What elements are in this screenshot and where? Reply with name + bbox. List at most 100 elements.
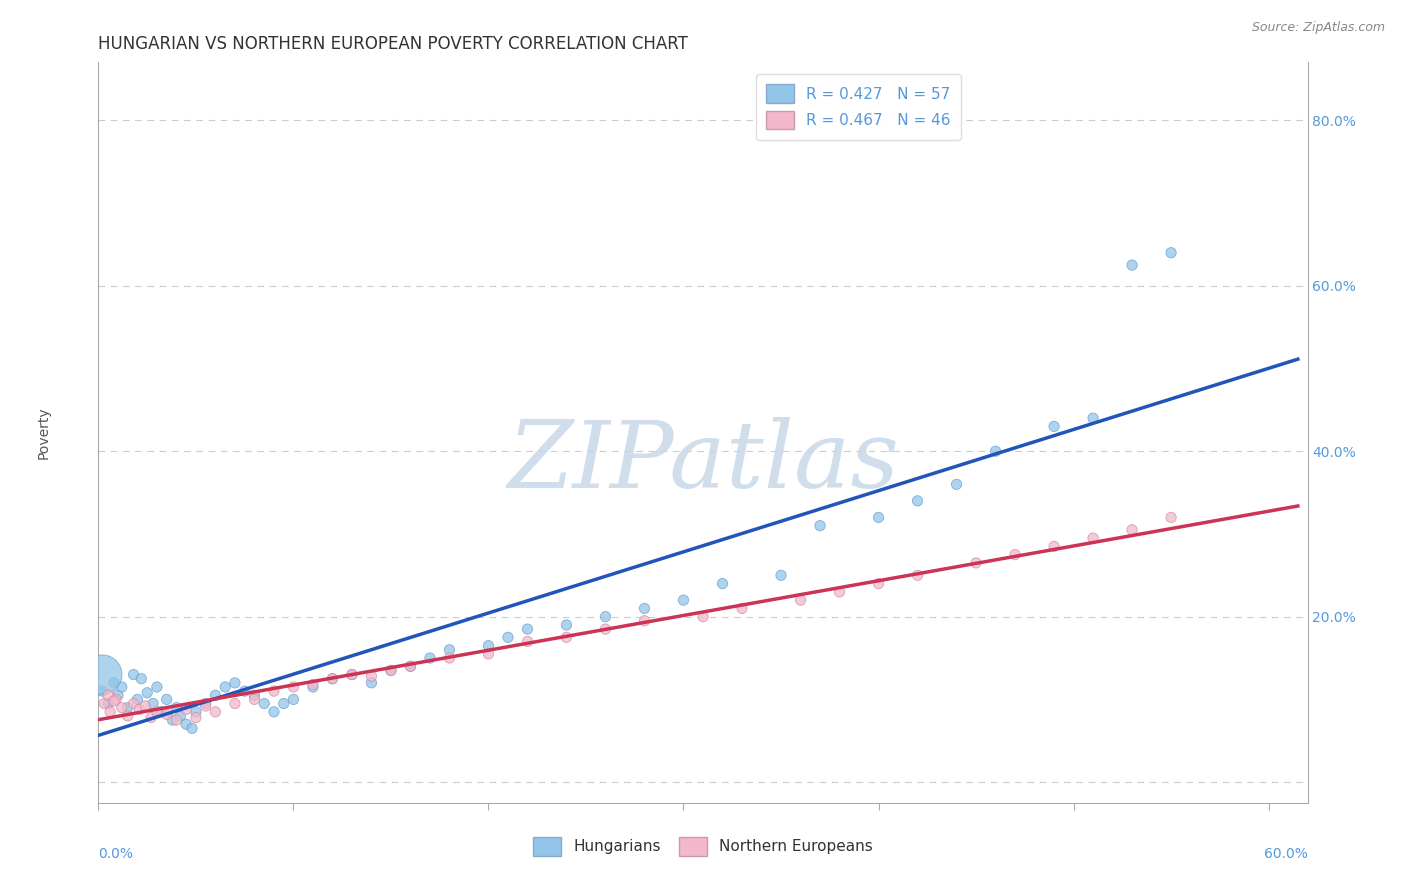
Point xyxy=(162,713,184,727)
Point xyxy=(194,697,217,711)
Point xyxy=(103,694,125,708)
Point xyxy=(1081,411,1104,425)
Point xyxy=(111,680,134,694)
Point xyxy=(789,593,811,607)
Point xyxy=(243,692,266,706)
Text: ZIPatlas: ZIPatlas xyxy=(508,417,898,508)
Point xyxy=(156,692,179,706)
Point xyxy=(595,622,617,636)
Point xyxy=(769,568,792,582)
Point xyxy=(595,609,617,624)
Point xyxy=(174,702,197,716)
Point xyxy=(555,631,578,645)
Point xyxy=(214,680,236,694)
Point xyxy=(380,664,402,678)
Point xyxy=(868,510,890,524)
Point xyxy=(224,697,246,711)
Point xyxy=(136,686,159,700)
Text: HUNGARIAN VS NORTHERN EUROPEAN POVERTY CORRELATION CHART: HUNGARIAN VS NORTHERN EUROPEAN POVERTY C… xyxy=(98,35,689,53)
Point xyxy=(204,705,226,719)
Point xyxy=(907,568,929,582)
Point xyxy=(184,710,207,724)
Point xyxy=(496,631,519,645)
Point xyxy=(117,709,139,723)
Point xyxy=(283,692,305,706)
Point xyxy=(340,667,363,681)
Point xyxy=(984,444,1007,458)
Point xyxy=(360,676,382,690)
Point xyxy=(273,697,295,711)
Text: Poverty: Poverty xyxy=(37,407,51,458)
Point xyxy=(233,684,256,698)
Point xyxy=(111,700,134,714)
Point xyxy=(165,713,187,727)
Point xyxy=(146,680,169,694)
Point xyxy=(122,667,145,681)
Point xyxy=(263,705,285,719)
Point xyxy=(633,614,655,628)
Point xyxy=(477,639,499,653)
Point xyxy=(419,651,441,665)
Point xyxy=(633,601,655,615)
Legend: Hungarians, Northern Europeans: Hungarians, Northern Europeans xyxy=(527,831,879,862)
Point xyxy=(181,722,204,736)
Point xyxy=(828,585,851,599)
Point xyxy=(1004,548,1026,562)
Point xyxy=(156,707,179,722)
Point xyxy=(104,692,127,706)
Point xyxy=(98,705,121,719)
Point xyxy=(91,667,114,681)
Point xyxy=(283,680,305,694)
Point xyxy=(263,684,285,698)
Point xyxy=(1121,523,1143,537)
Point xyxy=(146,705,169,719)
Point xyxy=(107,688,129,702)
Text: 0.0%: 0.0% xyxy=(98,847,134,861)
Point xyxy=(1160,245,1182,260)
Point xyxy=(1043,540,1066,554)
Point xyxy=(1121,258,1143,272)
Point xyxy=(165,700,187,714)
Point xyxy=(672,593,695,607)
Point xyxy=(516,634,538,648)
Point xyxy=(97,688,120,702)
Point xyxy=(380,664,402,678)
Point xyxy=(965,556,987,570)
Point xyxy=(1160,510,1182,524)
Text: Source: ZipAtlas.com: Source: ZipAtlas.com xyxy=(1251,21,1385,35)
Point xyxy=(692,609,714,624)
Point xyxy=(97,697,120,711)
Point xyxy=(808,518,831,533)
Point xyxy=(399,659,422,673)
Point xyxy=(321,672,343,686)
Point xyxy=(243,688,266,702)
Text: 60.0%: 60.0% xyxy=(1264,847,1308,861)
Point xyxy=(731,601,754,615)
Point xyxy=(184,705,207,719)
Point xyxy=(439,642,461,657)
Point xyxy=(253,697,276,711)
Point xyxy=(907,494,929,508)
Point xyxy=(204,688,226,702)
Point xyxy=(399,659,422,673)
Point xyxy=(169,709,191,723)
Point xyxy=(103,676,125,690)
Point xyxy=(131,672,153,686)
Point xyxy=(139,710,162,724)
Point xyxy=(194,698,217,713)
Point xyxy=(321,672,343,686)
Point xyxy=(302,677,325,691)
Point xyxy=(1043,419,1066,434)
Point xyxy=(91,684,114,698)
Point xyxy=(134,698,156,713)
Point xyxy=(93,697,115,711)
Point xyxy=(224,676,246,690)
Point xyxy=(174,717,197,731)
Point xyxy=(1081,531,1104,545)
Point xyxy=(142,697,165,711)
Point xyxy=(302,680,325,694)
Point xyxy=(555,618,578,632)
Point xyxy=(516,622,538,636)
Point xyxy=(439,651,461,665)
Point xyxy=(117,700,139,714)
